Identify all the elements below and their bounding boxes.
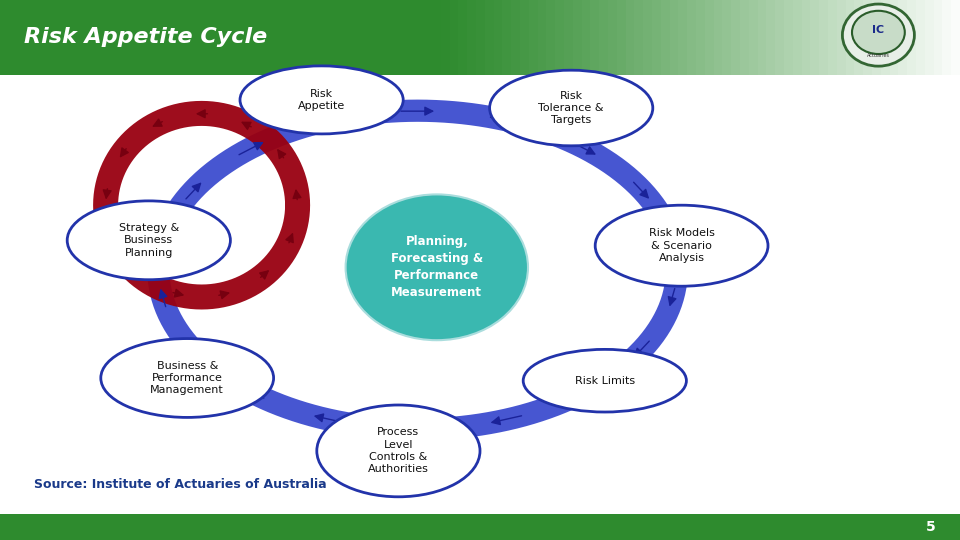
Text: IC: IC bbox=[873, 25, 884, 35]
Bar bbox=[538, 0, 546, 75]
Bar bbox=[793, 0, 802, 75]
Bar bbox=[819, 0, 828, 75]
Bar bbox=[757, 0, 766, 75]
Bar bbox=[713, 0, 722, 75]
Bar bbox=[732, 0, 740, 75]
Bar bbox=[476, 0, 485, 75]
Bar bbox=[776, 0, 784, 75]
Bar bbox=[670, 0, 679, 75]
Bar bbox=[573, 0, 582, 75]
Bar bbox=[493, 0, 502, 75]
Bar bbox=[696, 0, 705, 75]
Text: 5: 5 bbox=[926, 520, 936, 534]
Bar bbox=[652, 0, 660, 75]
Bar bbox=[590, 0, 599, 75]
Text: Risk
Appetite: Risk Appetite bbox=[298, 89, 346, 111]
Bar bbox=[943, 0, 951, 75]
Text: Risk
Tolerance &
Targets: Risk Tolerance & Targets bbox=[539, 91, 604, 125]
Bar bbox=[660, 0, 670, 75]
Bar bbox=[626, 0, 635, 75]
Text: Business &
Performance
Management: Business & Performance Management bbox=[151, 361, 224, 395]
Text: Risk Models
& Scenario
Analysis: Risk Models & Scenario Analysis bbox=[649, 228, 714, 263]
Bar bbox=[582, 0, 590, 75]
Ellipse shape bbox=[523, 349, 686, 412]
Bar bbox=[617, 0, 626, 75]
Bar bbox=[520, 0, 529, 75]
Bar bbox=[837, 0, 846, 75]
Ellipse shape bbox=[490, 70, 653, 146]
Bar bbox=[916, 0, 924, 75]
Bar bbox=[784, 0, 793, 75]
Bar bbox=[635, 0, 643, 75]
Bar bbox=[485, 0, 493, 75]
Bar bbox=[529, 0, 538, 75]
Bar bbox=[828, 0, 837, 75]
Ellipse shape bbox=[317, 405, 480, 497]
Bar bbox=[872, 0, 881, 75]
Bar bbox=[502, 0, 511, 75]
Bar bbox=[802, 0, 810, 75]
Bar bbox=[846, 0, 854, 75]
Bar bbox=[459, 0, 468, 75]
Bar bbox=[687, 0, 696, 75]
Bar bbox=[705, 0, 713, 75]
Bar bbox=[0, 0, 960, 75]
Bar bbox=[468, 0, 476, 75]
Ellipse shape bbox=[843, 4, 915, 66]
Bar bbox=[854, 0, 863, 75]
Ellipse shape bbox=[595, 205, 768, 286]
Bar bbox=[546, 0, 555, 75]
Bar bbox=[564, 0, 573, 75]
Ellipse shape bbox=[852, 11, 905, 54]
Text: Actuaries: Actuaries bbox=[867, 53, 890, 58]
Bar bbox=[881, 0, 890, 75]
Bar bbox=[740, 0, 749, 75]
Bar bbox=[449, 0, 459, 75]
Bar bbox=[951, 0, 960, 75]
Text: Strategy &
Business
Planning: Strategy & Business Planning bbox=[119, 223, 179, 258]
Ellipse shape bbox=[101, 339, 274, 417]
Bar bbox=[679, 0, 687, 75]
Bar bbox=[890, 0, 899, 75]
Text: Risk Limits: Risk Limits bbox=[575, 376, 635, 386]
Bar bbox=[723, 0, 732, 75]
Bar bbox=[0, 514, 960, 540]
Text: Source: Institute of Actuaries of Australia: Source: Institute of Actuaries of Austra… bbox=[34, 478, 326, 491]
Bar bbox=[555, 0, 564, 75]
Bar bbox=[810, 0, 819, 75]
Text: Planning,
Forecasting &
Performance
Measurement: Planning, Forecasting & Performance Meas… bbox=[391, 235, 483, 299]
Ellipse shape bbox=[67, 201, 230, 280]
Bar bbox=[863, 0, 872, 75]
Ellipse shape bbox=[346, 194, 528, 340]
Bar bbox=[599, 0, 608, 75]
Bar bbox=[934, 0, 943, 75]
Bar bbox=[643, 0, 652, 75]
Bar bbox=[441, 0, 449, 75]
Bar bbox=[608, 0, 616, 75]
Text: Risk Appetite Cycle: Risk Appetite Cycle bbox=[24, 27, 267, 48]
Bar bbox=[749, 0, 757, 75]
Bar bbox=[899, 0, 907, 75]
Bar bbox=[432, 0, 441, 75]
Ellipse shape bbox=[240, 66, 403, 134]
Bar bbox=[907, 0, 916, 75]
Bar bbox=[924, 0, 933, 75]
Text: Process
Level
Controls &
Authorities: Process Level Controls & Authorities bbox=[368, 427, 429, 475]
Bar bbox=[766, 0, 775, 75]
Bar bbox=[511, 0, 520, 75]
